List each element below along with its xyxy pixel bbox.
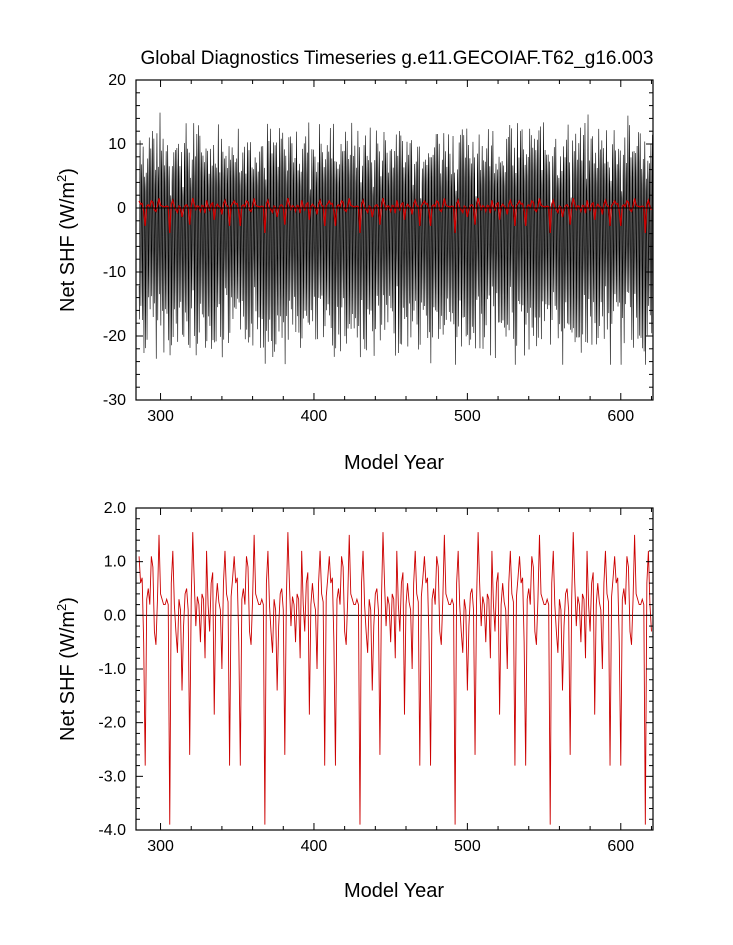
top-x-tick-label: 500 [454,408,481,425]
top-y-axis-label: Net SHF (W/m2) [54,168,79,312]
top-annual-line [138,197,653,233]
bottom-y-tick-label: 0.0 [104,607,126,624]
top-y-tick-label: -10 [103,264,126,281]
top-x-tick-label: 300 [147,408,174,425]
chart-title: Global Diagnostics Timeseries g.e11.GECO… [141,48,654,69]
bottom-x-tick-label: 500 [454,838,481,855]
bottom-annual-line [138,532,652,825]
bottom-y-tick-label: -3.0 [98,768,126,785]
bottom-x-tick-label: 600 [607,838,634,855]
bottom-y-axis-label: Net SHF (W/m2) [54,597,79,741]
bottom-y-tick-label: -1.0 [98,661,126,678]
top-y-tick-label: 0 [117,200,126,217]
top-annual-series [138,197,653,233]
bottom-y-tick-label: 1.0 [104,554,126,571]
top-x-axis-label: Model Year [344,452,444,474]
bottom-y-tick-label: -4.0 [98,822,126,839]
bottom-y-tick-label: 2.0 [104,500,126,517]
top-monthly-series [138,112,654,365]
top-y-ticks: -30 -20 -10 0 10 20 [103,72,653,409]
bottom-panel: 300 400 500 600 -4.0 -3.0 -2.0 -1.0 0.0 1.0 2.0 M… [54,500,654,902]
top-x-tick-label: 600 [607,408,634,425]
bottom-x-tick-label: 300 [147,838,174,855]
bottom-x-tick-label: 400 [301,838,328,855]
top-y-tick-label: -20 [103,328,126,345]
bottom-x-axis-label: Model Year [344,880,444,902]
top-monthly-line [138,112,654,365]
top-y-tick-label: 10 [108,136,126,153]
bottom-x-ticks: 300 400 500 600 [147,508,652,855]
bottom-y-tick-label: -2.0 [98,715,126,732]
bottom-annual-series [138,532,652,825]
top-y-tick-label: 20 [108,72,126,89]
top-x-ticks: 300 400 500 600 [147,80,652,425]
bottom-y-ticks: -4.0 -3.0 -2.0 -1.0 0.0 1.0 2.0 [98,500,653,839]
top-panel: 300 400 500 600 -30 -20 -10 0 10 20 Model Year N… [54,72,654,474]
top-x-tick-label: 400 [301,408,328,425]
top-y-tick-label: -30 [103,392,126,409]
